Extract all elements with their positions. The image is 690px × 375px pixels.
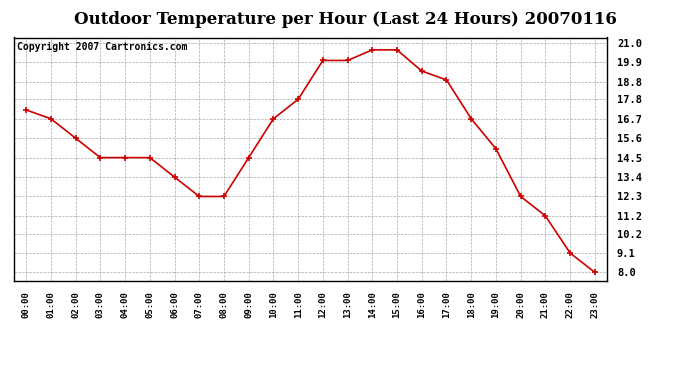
Text: Outdoor Temperature per Hour (Last 24 Hours) 20070116: Outdoor Temperature per Hour (Last 24 Ho… bbox=[74, 11, 616, 28]
Text: Copyright 2007 Cartronics.com: Copyright 2007 Cartronics.com bbox=[17, 42, 187, 52]
